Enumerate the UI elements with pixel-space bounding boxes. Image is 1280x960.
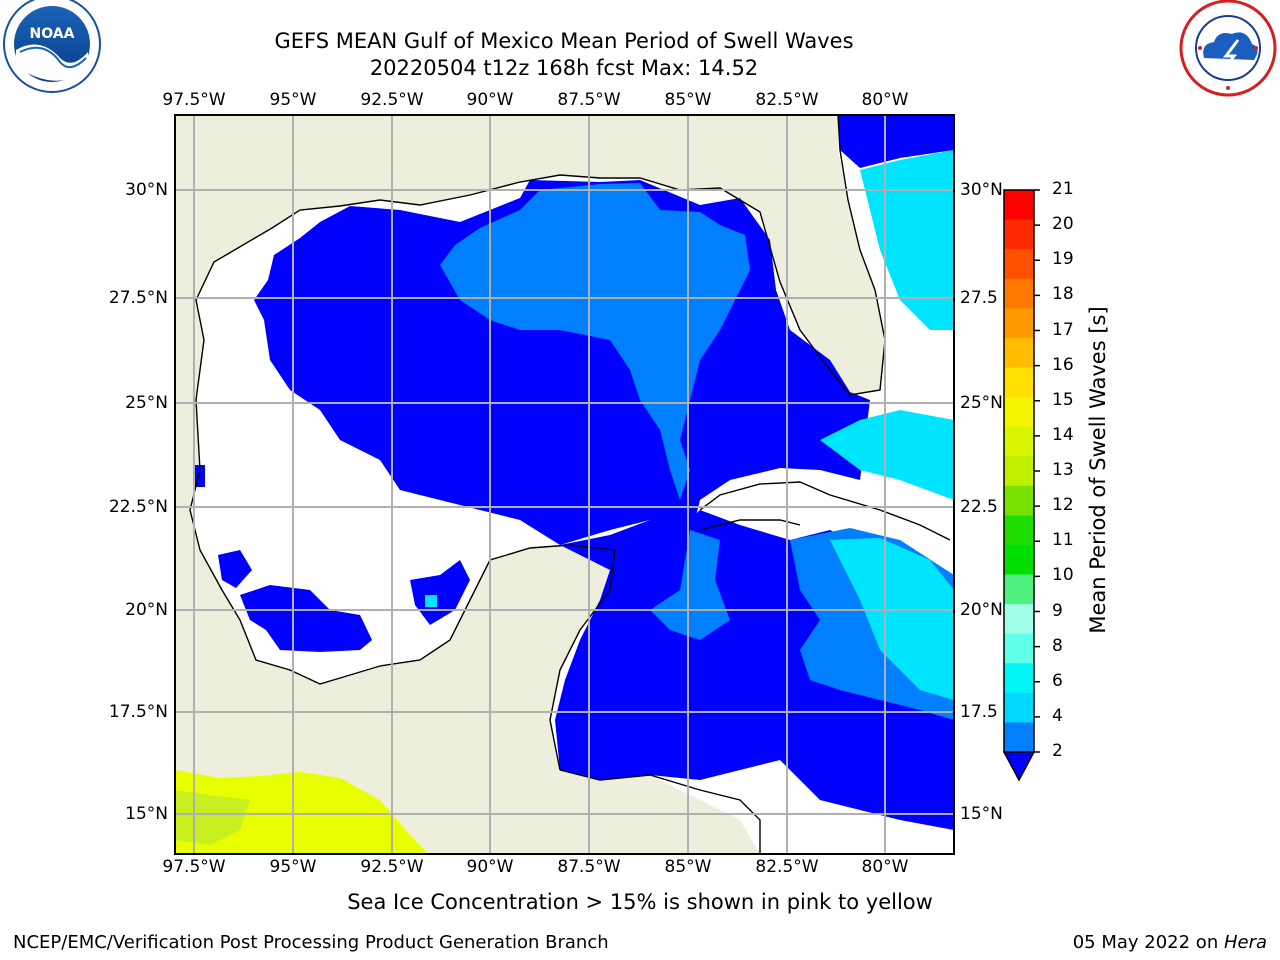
lat-tick-right: 27.5 <box>960 288 998 308</box>
colorbar-segment <box>1004 485 1034 516</box>
colorbar-tick-label: 15 <box>1052 389 1074 410</box>
colorbar-tick-label: 13 <box>1052 460 1074 480</box>
lat-tick-left: 17.5°N <box>108 702 168 722</box>
noaa-logo-text: NOAA <box>30 26 75 42</box>
colorbar-segment <box>1004 249 1034 280</box>
colorbar-label: Mean Period of Swell Waves [s] <box>1086 306 1110 634</box>
colorbar-segment <box>1004 722 1034 753</box>
colorbar-tick-label: 18 <box>1052 284 1074 305</box>
colorbar <box>1002 189 1040 782</box>
sea-ice-area <box>175 770 428 854</box>
sea-ice-note: Sea Ice Concentration > 15% is shown in … <box>347 890 933 914</box>
lat-tick-left: 27.5°N <box>108 288 168 308</box>
lon-tick-top: 92.5°W <box>360 90 424 110</box>
lon-tick-top: 82.5°W <box>755 90 819 110</box>
colorbar-segment <box>1004 544 1034 576</box>
swell-region-caribbean-cyan <box>830 538 954 700</box>
map-subtitle: 20220504 t12z 168h fcst Max: 14.52 <box>369 56 759 80</box>
lon-tick-bottom: 85°W <box>664 857 712 877</box>
lon-tick-top: 95°W <box>269 90 317 110</box>
noaa-logo: NOAA <box>3 0 101 93</box>
map-frame <box>174 114 955 855</box>
colorbar-segment <box>1004 397 1034 428</box>
colorbar-segment <box>1004 456 1034 487</box>
colorbar-tick-label: 14 <box>1052 424 1074 445</box>
colorbar-tick-label: 21 <box>1052 179 1074 199</box>
nws-logo <box>1179 0 1277 97</box>
colorbar-tick-label: 6 <box>1052 670 1063 691</box>
graticule <box>175 115 954 854</box>
swell-region-florida-straits <box>820 410 954 500</box>
swell-patch-yucatan-west <box>410 560 470 625</box>
colorbar-tick-label: 8 <box>1052 635 1063 656</box>
colorbar-segment <box>1004 692 1034 723</box>
footer-host: Hera <box>1223 932 1267 953</box>
colorbar-segment <box>1004 367 1034 398</box>
lat-tick-right: 20°N <box>960 600 1003 620</box>
lon-tick-bottom: 82.5°W <box>755 857 819 877</box>
lat-tick-left: 22.5°N <box>108 497 168 517</box>
colorbar-tick-label: 2 <box>1052 741 1063 761</box>
map-area <box>175 115 954 854</box>
colorbar-tick-label: 12 <box>1052 495 1074 516</box>
colorbar-segment <box>1004 574 1034 605</box>
coastline-cuba <box>699 481 951 541</box>
colorbar-segment <box>1004 308 1034 339</box>
colorbar-segment <box>1004 515 1034 546</box>
colorbar-extend-arrow <box>1002 751 1036 782</box>
swell-region-atlantic <box>860 150 954 330</box>
lat-tick-right: 22.5 <box>960 497 998 517</box>
map-title: GEFS MEAN Gulf of Mexico Mean Period of … <box>274 29 854 53</box>
footer-date: 05 May 2022 on Hera <box>1072 932 1267 953</box>
swell-region-atlantic-blue <box>838 115 954 168</box>
lon-tick-top: 85°W <box>664 90 712 110</box>
lat-tick-right: 25°N <box>960 393 1003 413</box>
swell-region-caribbean-mid <box>650 530 730 640</box>
lon-tick-bottom: 92.5°W <box>360 857 424 877</box>
colorbar-tick-label: 11 <box>1052 530 1074 551</box>
lon-tick-bottom: 80°W <box>861 857 909 877</box>
colorbar-segment <box>1004 663 1034 694</box>
lon-tick-top: 80°W <box>861 90 909 110</box>
colorbar-segment <box>1004 633 1034 664</box>
colorbar-segment <box>1004 219 1034 250</box>
colorbar-segment <box>1004 604 1034 635</box>
colorbar-segment <box>1004 426 1034 457</box>
colorbar-tick-label: 10 <box>1052 565 1074 586</box>
lon-tick-top: 90°W <box>466 90 514 110</box>
colorbar-tick-label: 20 <box>1052 214 1074 235</box>
lat-tick-right: 17.5 <box>960 702 998 722</box>
lat-tick-left: 25°N <box>125 393 168 413</box>
lon-tick-top: 87.5°W <box>557 90 621 110</box>
lat-tick-right: 15°N <box>960 804 1003 824</box>
colorbar-segment <box>1004 278 1034 309</box>
lat-tick-left: 20°N <box>125 600 168 620</box>
swell-patch-cyan <box>425 595 437 607</box>
colorbar-tick-label: 4 <box>1052 705 1063 726</box>
swell-region-central <box>440 183 750 500</box>
colorbar-tick-label: 19 <box>1052 249 1074 270</box>
colorbar-segment <box>1004 337 1034 368</box>
footer-credit: NCEP/EMC/Verification Post Processing Pr… <box>13 932 609 953</box>
lat-tick-right: 30°N <box>960 180 1003 200</box>
coastline-central-america <box>559 769 761 854</box>
colorbar-tick-label: 16 <box>1052 354 1074 375</box>
swell-patch-campeche <box>240 585 372 652</box>
lat-tick-left: 15°N <box>125 804 168 824</box>
lon-tick-top: 97.5°W <box>162 90 226 110</box>
colorbar-segment <box>1004 190 1034 221</box>
lon-tick-bottom: 95°W <box>269 857 317 877</box>
colorbar-tick-label: 17 <box>1052 319 1074 340</box>
colorbar-tick-label: 9 <box>1052 600 1063 621</box>
swell-patch-sw-gulf <box>218 550 252 588</box>
lon-tick-bottom: 90°W <box>466 857 514 877</box>
lon-tick-bottom: 87.5°W <box>557 857 621 877</box>
lon-tick-bottom: 97.5°W <box>162 857 226 877</box>
lat-tick-left: 30°N <box>125 180 168 200</box>
